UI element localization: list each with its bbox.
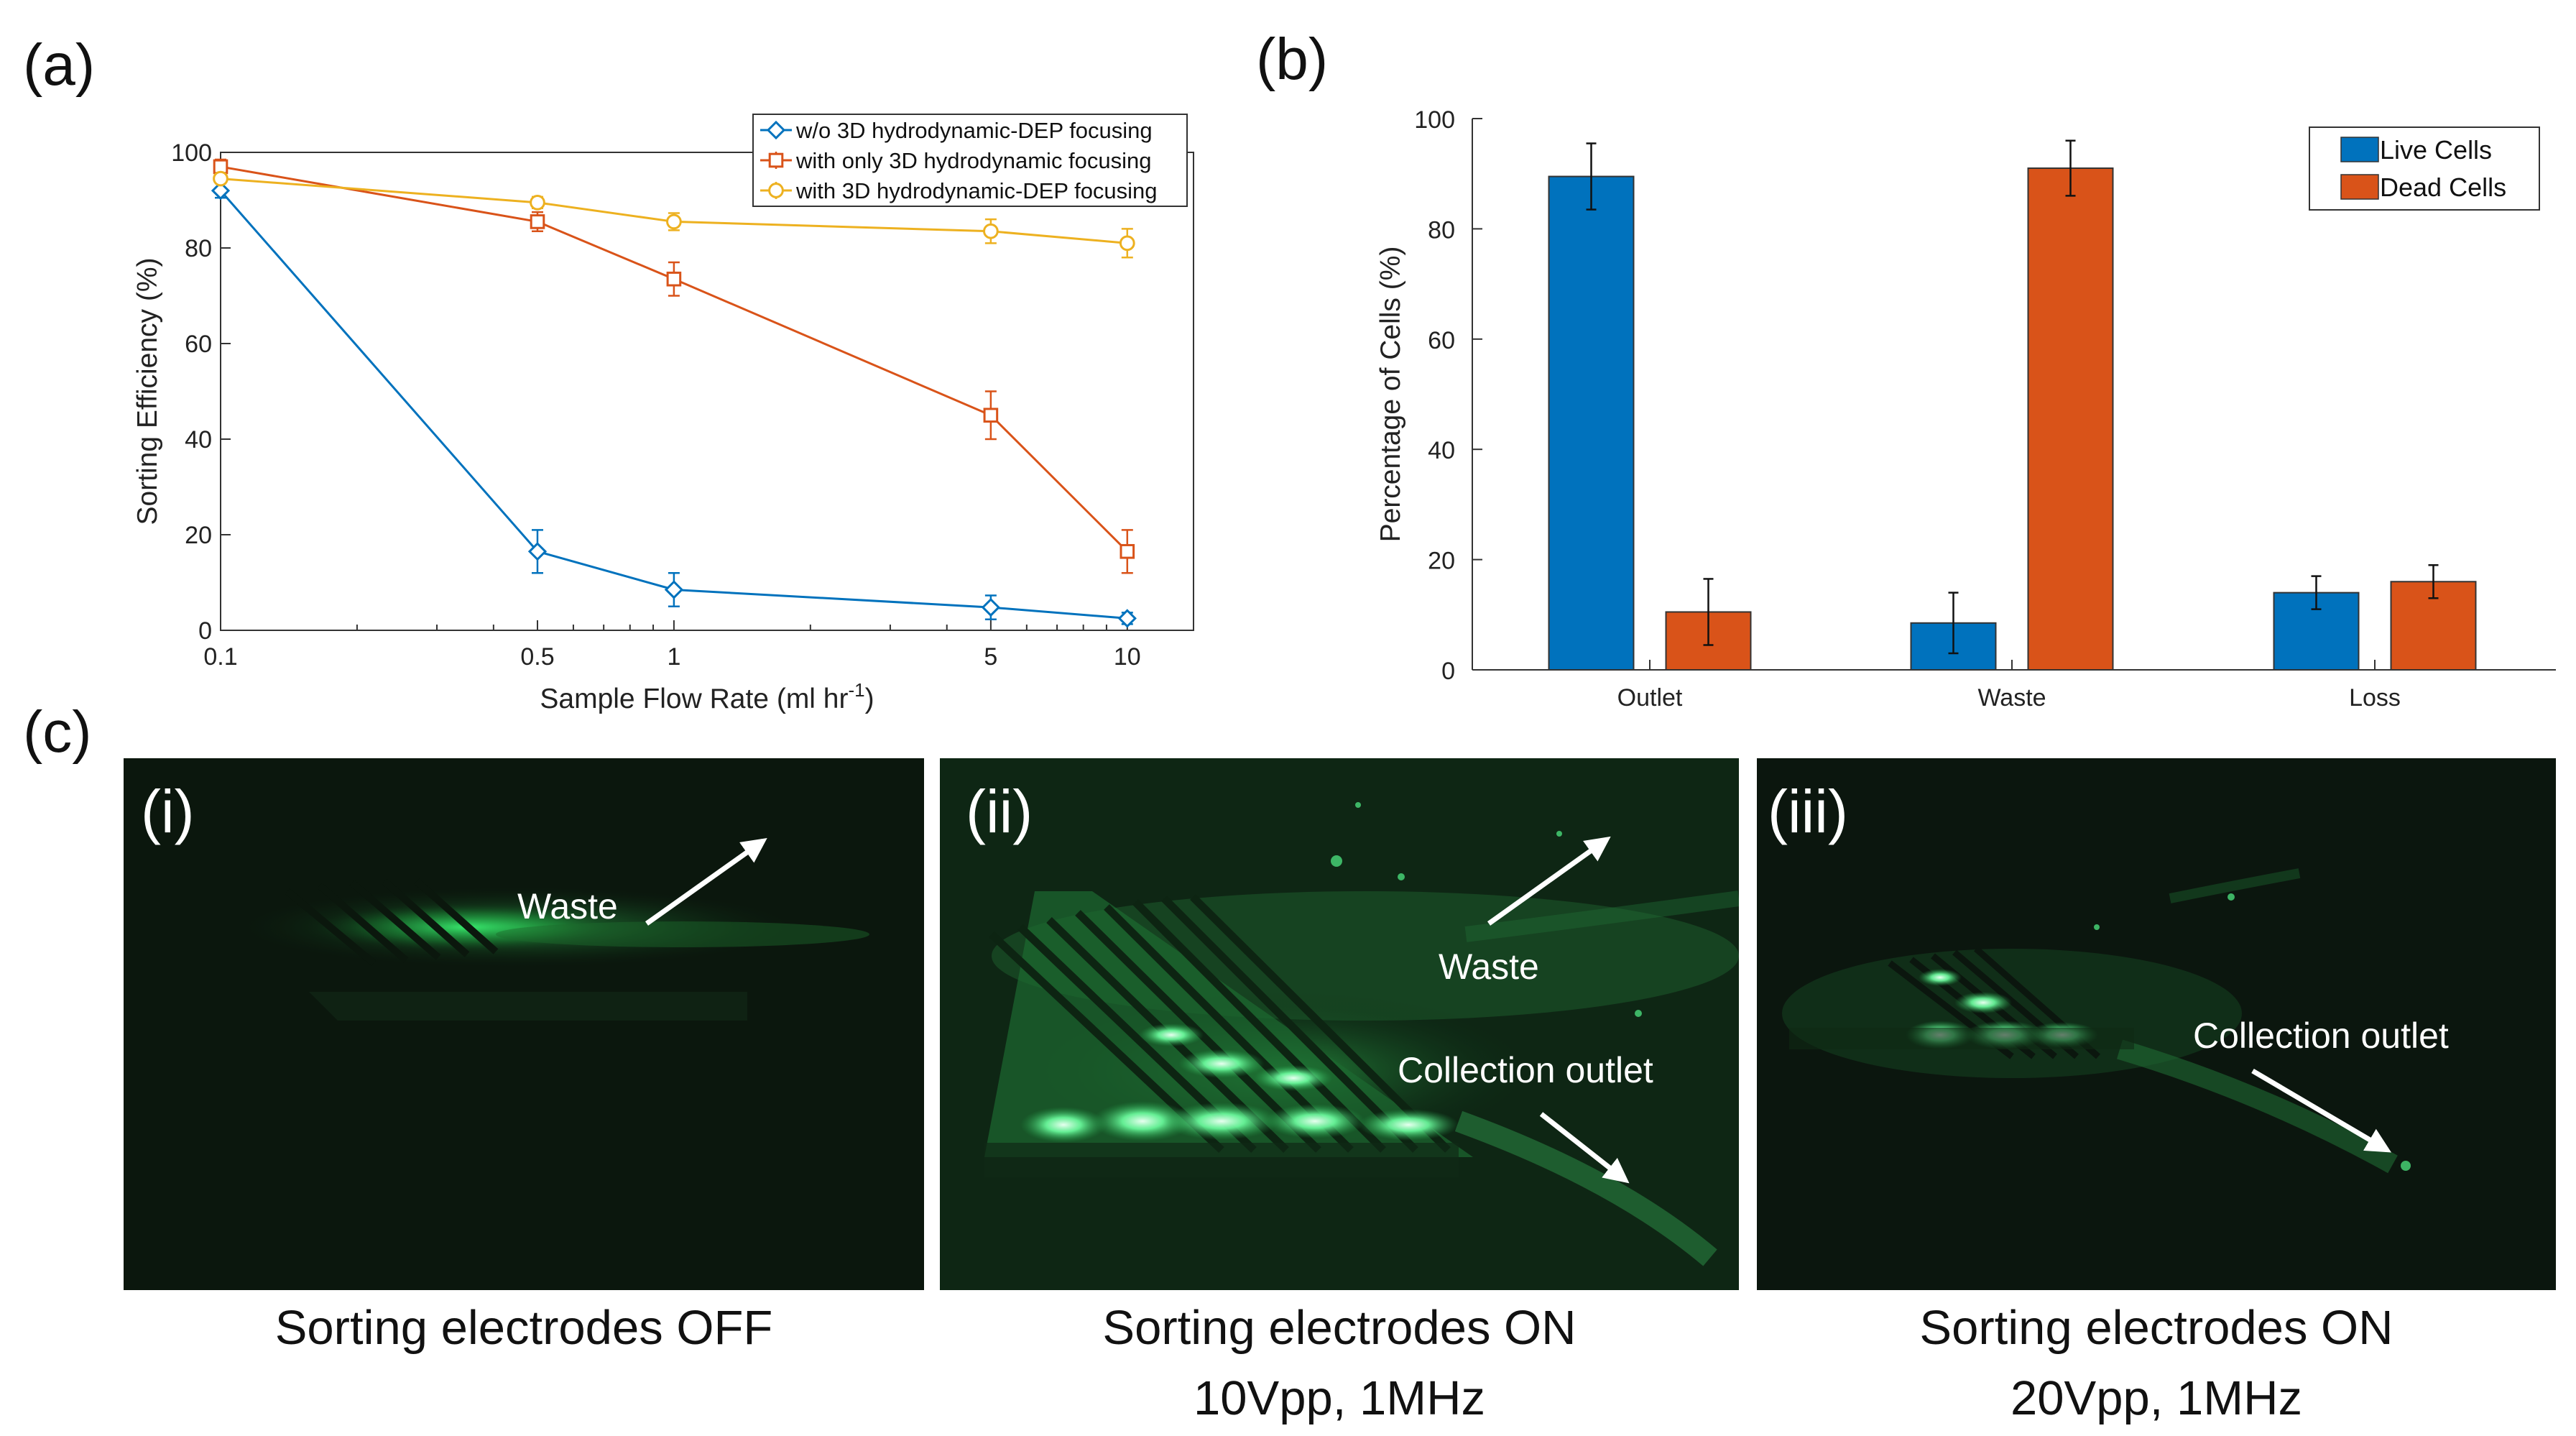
micrograph-2-annotation-waste: Waste <box>1439 947 1539 987</box>
chart-a-y-tick-label: 40 <box>185 426 212 454</box>
chart-b-y-tick-label: 20 <box>1428 548 1455 575</box>
chart-a-legend-2-label: with only 3D hydrodynamic focusing <box>795 148 1152 173</box>
chart-a-x-axis-label-main: Sample Flow Rate (ml hr <box>540 684 848 714</box>
chart-b-x-tick-label: Waste <box>1977 684 2046 712</box>
chart-b-y-tick-label: 80 <box>1428 216 1455 244</box>
chart-a-x-tick-label: 5 <box>984 643 997 671</box>
micrograph-2-content <box>984 802 1739 1266</box>
micrograph-1-waste-arrow <box>645 837 767 926</box>
chart-a-series-2-point <box>1120 543 1135 559</box>
micrograph-1-label: (i) <box>141 778 195 845</box>
chart-a-x-axis-label-superscript: -1 <box>849 679 865 701</box>
chart-a-series-1-point <box>1117 609 1137 628</box>
chart-b-legend-1-label: Live Cells <box>2380 135 2492 165</box>
chart-b-y-tick-label: 0 <box>1441 658 1455 685</box>
chart-a-series-2-point <box>530 214 545 229</box>
micrograph-3-content <box>1782 868 2411 1174</box>
micrograph-2: (ii) Waste Collection outlet <box>940 758 1739 1290</box>
chart-b-legend-2-label: Dead Cells <box>2380 172 2506 202</box>
chart-b-y-axis-label: Percentage of Cells (%) <box>1375 247 1406 543</box>
chart-a-series-3-point <box>213 170 228 187</box>
micrograph-2-annotation-collection: Collection outlet <box>1398 1050 1653 1090</box>
micrograph-1-annotation-waste: Waste <box>517 886 618 926</box>
chart-a-y-tick-label: 0 <box>198 617 212 645</box>
caption-2-line-1: Sorting electrodes ON <box>1102 1301 1576 1355</box>
chart-a-legend-box <box>752 114 1188 207</box>
micrograph-2-label: (ii) <box>966 778 1033 845</box>
chart-a-y-tick-label: 80 <box>185 235 212 262</box>
chart-b-bar-dead-cells-waste <box>2027 167 2114 671</box>
chart-b-bar-live-cells-outlet <box>1548 175 1635 671</box>
chart-a-legend-3-label: with 3D hydrodynamic-DEP focusing <box>795 178 1158 203</box>
bar-chart-cell-percentage: 0 20 40 60 80 100 Percentage of Cells (%) Outle… <box>1375 106 2556 712</box>
chart-a-legend-3-marker <box>768 183 784 198</box>
panel-b-label: (b) <box>1256 27 1328 92</box>
chart-a-series-1-point <box>981 597 1001 617</box>
chart-a-legend-1-marker <box>766 120 786 140</box>
chart-a-series-1-point <box>664 580 684 599</box>
chart-a-y-tick-label: 60 <box>185 331 212 358</box>
chart-a-x-tick-label: 1 <box>667 643 680 671</box>
micrograph-3-annotation-collection: Collection outlet <box>2193 1016 2449 1056</box>
chart-a-x-axis-label-end: ) <box>865 684 874 714</box>
chart-a-series-3-point <box>666 213 682 230</box>
caption-1-line-1: Sorting electrodes OFF <box>275 1301 773 1355</box>
chart-a-series-1-point <box>211 181 231 201</box>
chart-a-x-tick-label: 10 <box>1114 643 1141 671</box>
chart-a-series-2-point <box>666 271 682 287</box>
micrograph-3-label: (iii) <box>1768 778 1848 845</box>
micrograph-3-collection-arrow <box>2251 1068 2392 1153</box>
chart-b-x-tick-label: Loss <box>2349 684 2401 712</box>
chart-b-legend-2-swatch <box>2340 174 2379 200</box>
micrograph-3: (iii) Collection outlet <box>1757 758 2556 1290</box>
micrograph-2-collection-arrow <box>1539 1112 1630 1184</box>
chart-a-series-2-point <box>983 408 999 423</box>
caption-2-line-2: 10Vpp, 1MHz <box>1194 1371 1485 1425</box>
caption-3-line-1: Sorting electrodes ON <box>1919 1301 2393 1355</box>
chart-b-y-tick-label: 60 <box>1428 327 1455 354</box>
micrograph-1-content <box>244 878 869 1021</box>
chart-a-x-tick-label: 0.1 <box>203 643 237 671</box>
chart-b-x-tick-label: Outlet <box>1617 684 1683 712</box>
chart-a-y-tick-label: 100 <box>171 139 212 167</box>
chart-a-series-1-point <box>527 542 548 561</box>
chart-a-series-3-point <box>983 223 999 239</box>
chart-a-legend-1-label: w/o 3D hydrodynamic-DEP focusing <box>795 118 1153 143</box>
chart-b-y-tick-label: 40 <box>1428 437 1455 464</box>
panel-c-label: (c) <box>23 699 92 765</box>
chart-a-y-tick-label: 20 <box>185 522 212 549</box>
chart-a-x-axis-label: Sample Flow Rate (ml hr-1) <box>540 679 874 714</box>
chart-a-y-axis-label: Sorting Efficiency (%) <box>132 257 163 525</box>
chart-a-axes-box <box>220 152 1194 631</box>
panel-a-label: (a) <box>23 32 95 98</box>
chart-b-y-tick-label: 100 <box>1414 106 1455 134</box>
chart-b-legend-1-swatch <box>2340 137 2379 162</box>
caption-3-line-2: 20Vpp, 1MHz <box>2011 1371 2302 1425</box>
chart-a-x-tick-label: 0.5 <box>520 643 554 671</box>
chart-a-legend-2-marker <box>768 152 784 168</box>
chart-a-series-3-point <box>530 194 545 211</box>
micrograph-1-background <box>124 758 924 1290</box>
chart-a-series-3-point <box>1119 235 1135 252</box>
micrograph-1: (i) Waste <box>124 758 924 1290</box>
micrograph-2-waste-arrow <box>1487 836 1611 926</box>
